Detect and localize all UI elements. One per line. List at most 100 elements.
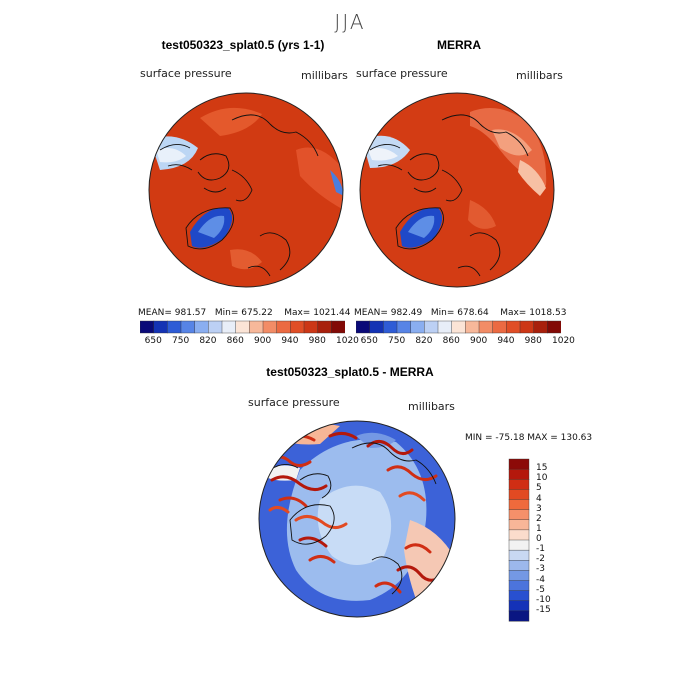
colorbar-tick-label: -5 <box>536 584 545 595</box>
right-variable-label: surface pressure <box>356 67 448 80</box>
colorbar-tick-label: 750 <box>388 336 406 346</box>
left-polar-map <box>149 93 343 287</box>
left-coastlines <box>159 114 319 277</box>
colorbar-swatch <box>465 320 480 334</box>
colorbar-swatch <box>508 519 530 531</box>
left-min-label: Min= <box>214 308 239 318</box>
colorbar-tick-label: 820 <box>199 336 217 346</box>
colorbar-tick-label: -3 <box>536 564 545 575</box>
colorbar-tick-label: -4 <box>536 574 545 585</box>
colorbar-tick-label: 0 <box>536 534 542 544</box>
colorbar-tick-label: 900 <box>470 336 488 346</box>
colorbar-tick-label: 750 <box>172 336 190 346</box>
difference-variable-label: surface pressure <box>248 396 340 409</box>
colorbar-swatch <box>167 320 182 334</box>
difference-colorbar <box>508 458 530 622</box>
colorbar-swatch <box>492 320 507 334</box>
left-max-value: 1021.44 <box>313 308 351 318</box>
colorbar-swatch <box>410 320 425 334</box>
right-coastlines <box>369 114 529 277</box>
colorbar-tick-label: 860 <box>442 336 460 346</box>
colorbar-swatch <box>508 570 530 582</box>
colorbar-swatch <box>508 499 530 511</box>
difference-polar-map <box>259 421 455 617</box>
left-panel-title: test050323_splat0.5 (yrs 1-1) <box>161 38 325 52</box>
colorbar-swatch <box>235 320 250 334</box>
colorbar-tick-label: 5 <box>536 483 542 494</box>
colorbar-tick-label: -1 <box>536 544 545 555</box>
right-min-value: 678.64 <box>457 308 489 318</box>
colorbar-swatch <box>153 320 168 334</box>
colorbar-tick-label: 650 <box>360 336 378 346</box>
colorbar-swatch <box>508 590 530 602</box>
colorbar-swatch <box>508 610 530 622</box>
colorbar-swatch <box>478 320 494 334</box>
colorbar-tick-label: 980 <box>524 336 542 346</box>
colorbar-swatch <box>519 320 535 334</box>
colorbar-swatch <box>508 479 530 490</box>
colorbar-tick-label: 15 <box>536 463 548 474</box>
colorbar-swatch <box>508 489 530 501</box>
colorbar-swatch <box>383 320 398 334</box>
right-mean-label: MEAN= <box>354 308 388 318</box>
colorbar-swatch <box>221 320 237 334</box>
difference-units-label: millibars <box>408 400 455 413</box>
colorbar-swatch <box>317 320 332 334</box>
right-colorbar-ticks: 650 750 820 860 900 940 980 1020 <box>356 336 575 348</box>
colorbar-tick-label: 3 <box>536 503 542 514</box>
colorbar-swatch <box>508 549 530 561</box>
colorbar-tick-label: 940 <box>497 336 515 346</box>
difference-colorbar-ticks: 15 10 5 4 3 2 1 0 -1 -2 -3 -4 -5 -10 -15 <box>536 458 576 622</box>
left-variable-label: surface pressure <box>140 67 232 80</box>
right-mean-value: 982.49 <box>390 308 423 318</box>
colorbar-swatch <box>303 320 319 334</box>
colorbar-swatch <box>533 320 548 334</box>
colorbar-tick-label: 650 <box>144 336 162 346</box>
colorbar-swatch <box>396 320 412 334</box>
colorbar-swatch <box>331 320 345 334</box>
colorbar-swatch <box>369 320 384 334</box>
colorbar-swatch <box>508 509 530 521</box>
colorbar-swatch <box>508 458 530 470</box>
right-panel-title: MERRA <box>437 38 481 52</box>
colorbar-swatch <box>508 600 530 612</box>
colorbar-tick-label: 820 <box>415 336 433 346</box>
colorbar-swatch <box>249 320 264 334</box>
colorbar-tick-label: -2 <box>536 554 545 565</box>
colorbar-swatch <box>180 320 196 334</box>
left-colorbar-ticks: 650 750 820 860 900 940 980 1020 <box>140 336 359 348</box>
right-units-label: millibars <box>516 69 563 82</box>
left-max-label: Max= <box>284 308 311 318</box>
colorbar-tick-label: 1 <box>536 523 542 534</box>
left-units-label: millibars <box>301 69 348 82</box>
colorbar-swatch <box>508 560 530 571</box>
right-min-label: Min= <box>430 308 455 318</box>
colorbar-swatch <box>508 468 530 480</box>
colorbar-swatch <box>290 320 305 334</box>
season-title: JJA <box>334 10 366 34</box>
right-map-border <box>359 92 555 288</box>
difference-map-border <box>258 420 456 618</box>
colorbar-swatch <box>276 320 291 334</box>
colorbar-swatch <box>506 320 521 334</box>
colorbar-swatch <box>547 320 561 334</box>
left-mean-value: 981.57 <box>174 308 207 318</box>
colorbar-swatch <box>437 320 453 334</box>
colorbar-swatch <box>508 580 530 592</box>
difference-panel-title: test050323_splat0.5 - MERRA <box>266 365 434 379</box>
left-min-value: 675.22 <box>241 308 273 318</box>
right-polar-map <box>360 93 554 287</box>
colorbar-swatch <box>140 320 155 334</box>
left-stats: MEAN= 981.57 Min= 675.22 Max= 1021.44 <box>138 308 350 318</box>
left-map-border <box>148 92 344 288</box>
colorbar-tick-label: 1020 <box>336 336 359 346</box>
colorbar-tick-label: 2 <box>536 513 542 524</box>
colorbar-tick-label: 980 <box>308 336 326 346</box>
right-max-label: Max= <box>500 308 527 318</box>
colorbar-swatch <box>356 320 371 334</box>
colorbar-tick-label: 940 <box>281 336 299 346</box>
colorbar-swatch <box>262 320 278 334</box>
colorbar-tick-label: 900 <box>254 336 272 346</box>
colorbar-swatch <box>508 529 530 541</box>
